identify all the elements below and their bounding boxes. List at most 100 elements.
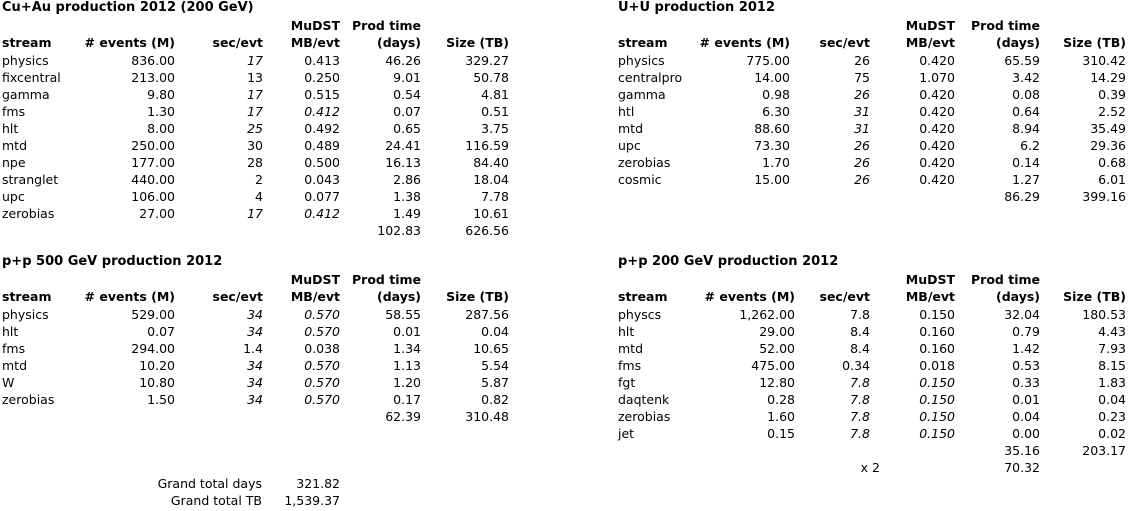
cell-days: 1.49 [393, 206, 421, 221]
cell-sec-evt: 17 [247, 53, 263, 68]
grand-total-days-label: Grand total days [157, 476, 262, 491]
cell-sec-evt: 26 [854, 53, 870, 68]
cell-events: 1,262.00 [739, 307, 795, 322]
cell-events: 177.00 [131, 155, 175, 170]
cell-events: 27.00 [139, 206, 175, 221]
cell-size: 4.81 [481, 87, 509, 102]
cell-size: 7.93 [1098, 341, 1126, 356]
cell-stream: hlt [2, 121, 19, 136]
cell-days: 9.01 [393, 70, 421, 85]
cell-stream: fms [2, 341, 26, 356]
cell-sec-evt: 17 [247, 87, 263, 102]
cell-days: 0.53 [1012, 358, 1040, 373]
header-size: Size (TB) [1063, 289, 1126, 304]
cell-mudst: 0.160 [919, 341, 955, 356]
header-mb-evt: MB/evt [290, 289, 340, 304]
cell-size: 1.83 [1098, 375, 1126, 390]
cell-mudst: 0.150 [919, 392, 955, 407]
cell-sec-evt: 8.4 [850, 324, 870, 339]
cell-mudst: 0.515 [304, 87, 340, 102]
cell-events: 1.60 [767, 409, 795, 424]
cell-mudst: 0.570 [304, 358, 340, 373]
header-days: (days) [376, 35, 421, 50]
cell-days: 1.34 [393, 341, 421, 356]
cell-size: 0.68 [1098, 155, 1126, 170]
cell-events: 440.00 [131, 172, 175, 187]
cell-stream: zerobias [2, 206, 55, 221]
header-prod-time: Prod time [352, 18, 421, 33]
total-days: 102.83 [377, 223, 421, 238]
cell-mudst: 0.420 [919, 155, 955, 170]
cell-days: 0.04 [1012, 409, 1040, 424]
cell-sec-evt: 31 [854, 121, 870, 136]
cell-events: 250.00 [131, 138, 175, 153]
total-size: 310.48 [465, 409, 509, 424]
cell-sec-evt: 30 [247, 138, 263, 153]
cell-events: 1.30 [147, 104, 175, 119]
cell-size: 329.27 [465, 53, 509, 68]
cell-stream: jet [618, 426, 635, 441]
cell-stream: npe [2, 155, 26, 170]
cell-mudst: 0.570 [304, 324, 340, 339]
cell-sec-evt: 26 [854, 87, 870, 102]
cell-days: 1.20 [393, 375, 421, 390]
cell-size: 50.78 [473, 70, 509, 85]
cell-mudst: 0.420 [919, 138, 955, 153]
cell-mudst: 0.489 [304, 138, 340, 153]
header-events: # events (M) [84, 35, 175, 50]
cell-stream: htl [618, 104, 635, 119]
cell-stream: physics [2, 307, 49, 322]
cell-sec-evt: 7.8 [850, 392, 870, 407]
cell-stream: upc [2, 189, 25, 204]
cell-stream: mtd [618, 121, 644, 136]
cell-mudst: 0.412 [304, 206, 340, 221]
header-days: (days) [995, 289, 1040, 304]
cell-sec-evt: 2 [255, 172, 263, 187]
cell-events: 8.00 [147, 121, 175, 136]
cell-stream: fms [2, 104, 26, 119]
cell-days: 2.86 [393, 172, 421, 187]
cell-events: 10.20 [139, 358, 175, 373]
cell-sec-evt: 7.8 [850, 409, 870, 424]
cell-events: 1.50 [147, 392, 175, 407]
cell-mudst: 0.420 [919, 104, 955, 119]
table-title: U+U production 2012 [618, 0, 776, 15]
cell-size: 0.04 [481, 324, 509, 339]
cell-days: 0.65 [393, 121, 421, 136]
cell-stream: mtd [2, 138, 28, 153]
cell-sec-evt: 1.4 [243, 341, 263, 356]
cell-size: 0.23 [1098, 409, 1126, 424]
cell-sec-evt: 28 [247, 155, 263, 170]
cell-size: 180.53 [1082, 307, 1126, 322]
cell-stream: gamma [618, 87, 666, 102]
total-days: 35.16 [1004, 443, 1040, 458]
cell-size: 8.15 [1098, 358, 1126, 373]
cell-mudst: 0.018 [919, 358, 955, 373]
header-events: # events (M) [699, 35, 790, 50]
cell-size: 10.65 [473, 341, 509, 356]
cell-size: 0.04 [1098, 392, 1126, 407]
cell-events: 475.00 [751, 358, 795, 373]
cell-events: 529.00 [131, 307, 175, 322]
cell-events: 10.80 [139, 375, 175, 390]
cell-mudst: 0.413 [304, 53, 340, 68]
cell-sec-evt: 8.4 [850, 341, 870, 356]
multiplier-label: x 2 [860, 460, 880, 475]
cell-events: 213.00 [131, 70, 175, 85]
cell-days: 0.08 [1012, 87, 1040, 102]
cell-size: 29.36 [1090, 138, 1126, 153]
cell-days: 0.01 [1012, 392, 1040, 407]
cell-stream: hlt [2, 324, 19, 339]
header-events: # events (M) [704, 289, 795, 304]
cell-days: 0.64 [1012, 104, 1040, 119]
total-days: 62.39 [385, 409, 421, 424]
cell-stream: physics [618, 53, 665, 68]
cell-sec-evt: 7.8 [850, 307, 870, 322]
cell-size: 2.52 [1098, 104, 1126, 119]
cell-size: 84.40 [473, 155, 509, 170]
cell-sec-evt: 7.8 [850, 426, 870, 441]
cell-events: 0.98 [762, 87, 790, 102]
cell-sec-evt: 34 [247, 324, 263, 339]
cell-sec-evt: 25 [247, 121, 263, 136]
header-mb-evt: MB/evt [905, 289, 955, 304]
